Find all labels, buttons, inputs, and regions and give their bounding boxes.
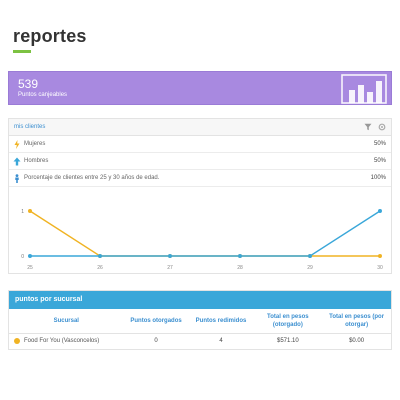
stat-row-women: Mujeres 50% [9, 136, 391, 153]
table-row: Food For You (Vasconcelos) 0 4 $571.10 $… [9, 333, 391, 349]
column-header-total-pending[interactable]: Total en pesos (por otorgar) [322, 309, 391, 334]
column-header-redeemed[interactable]: Puntos redimidos [188, 309, 254, 334]
data-point-series-1[interactable] [308, 254, 312, 258]
data-point-series-1[interactable] [168, 254, 172, 258]
x-tick-label: 27 [167, 265, 173, 271]
bar-chart-icon [341, 74, 387, 104]
points-given-cell: 0 [154, 338, 158, 345]
title-underline [13, 50, 31, 53]
page-title: reportes [13, 26, 87, 46]
stat-row-label: Hombres [24, 158, 49, 164]
points-redeemed-cell: 4 [219, 338, 223, 345]
sucursal-panel-title: puntos por sucursal [15, 296, 83, 303]
stat-row-age-range: Porcentaje de clientes entre 25 y 30 año… [9, 170, 391, 187]
stat-row-value: 50% [373, 141, 386, 147]
stat-row-label: Porcentaje de clientes entre 25 y 30 año… [24, 175, 160, 181]
series-line-0 [29, 210, 380, 257]
x-tick-label: 29 [307, 265, 313, 271]
x-tick-label: 26 [97, 265, 103, 271]
male-icon [13, 157, 21, 166]
sucursal-table: Sucursal Puntos otorgados Puntos redimid… [9, 309, 391, 349]
data-point-series-1[interactable] [378, 209, 382, 213]
female-icon [14, 140, 20, 149]
stat-row-value: 100% [370, 175, 386, 181]
clients-line-chart: 0 1 25 26 27 28 29 30 [21, 209, 383, 271]
branch-color-dot [14, 337, 20, 344]
points-stat-card: 539 Puntos canjeables [8, 71, 392, 105]
settings-icon[interactable] [378, 123, 386, 131]
data-point-series-1[interactable] [238, 254, 242, 258]
total-given-cell: $571.10 [276, 338, 299, 345]
person-icon [15, 174, 19, 183]
sucursal-panel-header: puntos por sucursal [9, 291, 391, 309]
x-tick-label: 25 [27, 265, 33, 271]
total-pending-cell: $0.00 [349, 338, 365, 345]
filter-icon[interactable] [364, 123, 372, 131]
data-point-series-1[interactable] [98, 254, 102, 258]
column-header-given[interactable]: Puntos otorgados [123, 309, 189, 334]
stat-row-label: Mujeres [24, 141, 46, 147]
stat-row-men: Hombres 50% [9, 153, 391, 170]
series-line-1 [30, 210, 381, 257]
x-tick-label: 28 [237, 265, 243, 271]
data-point-series-0[interactable] [28, 209, 32, 213]
stat-label: Puntos canjeables [18, 92, 68, 98]
branch-cell: Food For You (Vasconcelos) [9, 333, 124, 349]
y-tick-label: 0 [21, 254, 24, 260]
data-point-series-0[interactable] [378, 254, 382, 258]
x-tick-label: 30 [377, 265, 383, 271]
clients-panel-title: mis clientes [14, 124, 46, 130]
column-header-sucursal[interactable]: Sucursal [9, 309, 124, 334]
clients-panel-header: mis clientes [9, 119, 391, 136]
data-point-series-1[interactable] [28, 254, 32, 258]
branch-name: Food For You (Vasconcelos) [24, 337, 100, 344]
sucursal-panel: puntos por sucursal Sucursal Puntos otor… [8, 290, 392, 350]
column-header-total-given[interactable]: Total en pesos (otorgado) [253, 309, 323, 334]
stat-value: 539 [18, 77, 39, 91]
table-header-row: Sucursal Puntos otorgados Puntos redimid… [9, 309, 391, 334]
y-tick-label: 1 [21, 209, 24, 215]
stat-row-value: 50% [373, 158, 386, 164]
clients-panel: mis clientes Mujeres 50% Hombres 50% Por… [8, 118, 392, 274]
